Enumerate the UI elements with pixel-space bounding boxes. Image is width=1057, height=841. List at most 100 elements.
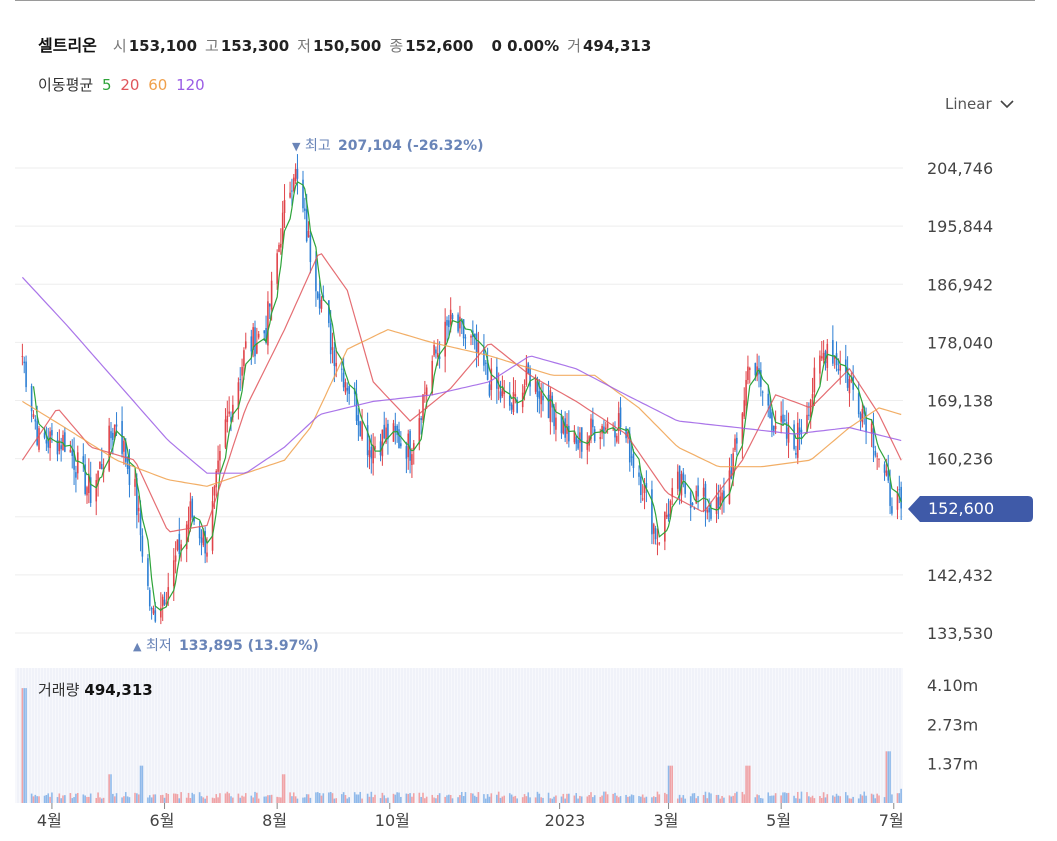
candle-body — [641, 498, 644, 500]
volume-bar — [590, 792, 592, 803]
candle-body — [628, 433, 631, 463]
volume-bar — [638, 796, 640, 803]
volume-bar — [215, 794, 218, 803]
candle-body — [191, 498, 194, 518]
candle-body — [664, 511, 666, 542]
volume-bar — [38, 796, 40, 803]
volume-bar — [754, 797, 757, 803]
volume-bar — [695, 798, 698, 803]
candle-body — [460, 321, 463, 323]
candle-body — [878, 458, 880, 460]
scale-select[interactable]: Linear — [945, 95, 1014, 113]
candle-body — [549, 390, 552, 422]
volume-bar — [824, 797, 827, 803]
volume-bar — [56, 797, 59, 803]
candle-body — [422, 394, 424, 421]
candle-body — [734, 438, 736, 451]
candle-body — [470, 336, 472, 338]
candle-body — [226, 415, 229, 423]
volume-bar — [861, 795, 864, 803]
volume-bar — [708, 792, 710, 803]
volume-bar — [335, 798, 338, 803]
volume-panel-value: 494,313 — [84, 681, 153, 699]
volume-bar — [811, 795, 814, 803]
volume-bar — [534, 797, 537, 803]
candle-body — [785, 422, 788, 439]
candle-body — [165, 602, 168, 604]
candle-body — [813, 367, 816, 393]
candle-body — [73, 450, 75, 470]
volume-bar — [787, 792, 790, 803]
volume-bar — [86, 796, 88, 803]
candle-body — [100, 463, 103, 470]
volume-bar — [664, 792, 666, 803]
volume-bar — [387, 797, 389, 803]
current-price-tag: 152,600 — [908, 496, 1033, 522]
volume-bar — [486, 794, 489, 803]
volume-bar — [641, 794, 644, 803]
candle-body — [23, 361, 26, 364]
candle-body — [228, 411, 230, 414]
candle-body — [385, 427, 387, 443]
volume-bar — [844, 792, 847, 803]
volume-bar — [163, 797, 166, 803]
candle-body — [743, 400, 746, 417]
volume-bar — [508, 793, 511, 803]
volume-bar — [878, 795, 880, 803]
candle-body — [715, 497, 718, 514]
candle-body — [820, 356, 823, 359]
volume-bar — [237, 793, 240, 803]
volume-bar — [665, 794, 668, 803]
candle-body — [523, 386, 526, 396]
candle-body — [736, 437, 738, 444]
volume-bar — [857, 798, 860, 803]
volume-bar — [540, 797, 542, 803]
candle-body — [449, 309, 452, 325]
volume-bar — [503, 795, 506, 803]
candle-body — [850, 380, 853, 382]
candle-body — [671, 487, 674, 498]
candle-body — [654, 528, 657, 540]
open-label: 시 — [112, 37, 127, 55]
volume-bar — [49, 796, 51, 803]
candle-body — [793, 424, 795, 450]
candle-body — [148, 590, 151, 607]
volume-bar — [848, 798, 851, 803]
volume-bar — [121, 797, 123, 803]
candle-body — [889, 482, 891, 506]
volume-bar — [654, 797, 657, 803]
volume-bar — [344, 795, 347, 803]
ma20-legend[interactable]: 20 — [120, 76, 140, 94]
candle-body — [366, 425, 369, 456]
x-tick-label: 3월 — [654, 811, 679, 830]
ma60-legend[interactable]: 60 — [148, 76, 168, 94]
candle-body — [51, 430, 53, 436]
candle-body — [665, 515, 668, 518]
volume-bar — [304, 797, 306, 803]
volume-bar — [148, 795, 151, 803]
candle-body — [418, 418, 421, 445]
candle-body — [252, 327, 254, 351]
candle-body — [832, 340, 834, 364]
volume-bar — [217, 797, 219, 803]
candle-body — [283, 200, 286, 213]
volume-bar — [161, 794, 164, 803]
candle-body — [857, 393, 860, 415]
candle-body — [342, 372, 345, 388]
candle-body — [704, 483, 707, 512]
y-tick-label: 195,844 — [927, 217, 993, 236]
candle-body — [383, 424, 386, 439]
volume-bar — [782, 792, 784, 803]
candle-body — [874, 450, 877, 456]
candle-body — [278, 244, 280, 252]
ma120-legend[interactable]: 120 — [176, 76, 205, 94]
top-divider — [15, 0, 1035, 1]
volume-bar — [21, 688, 24, 803]
volume-bar — [872, 794, 875, 803]
candle-body — [484, 362, 487, 364]
volume-bar — [398, 792, 400, 803]
candle-body — [691, 503, 694, 506]
ma5-legend[interactable]: 5 — [101, 76, 112, 94]
volume-bar — [562, 793, 565, 803]
